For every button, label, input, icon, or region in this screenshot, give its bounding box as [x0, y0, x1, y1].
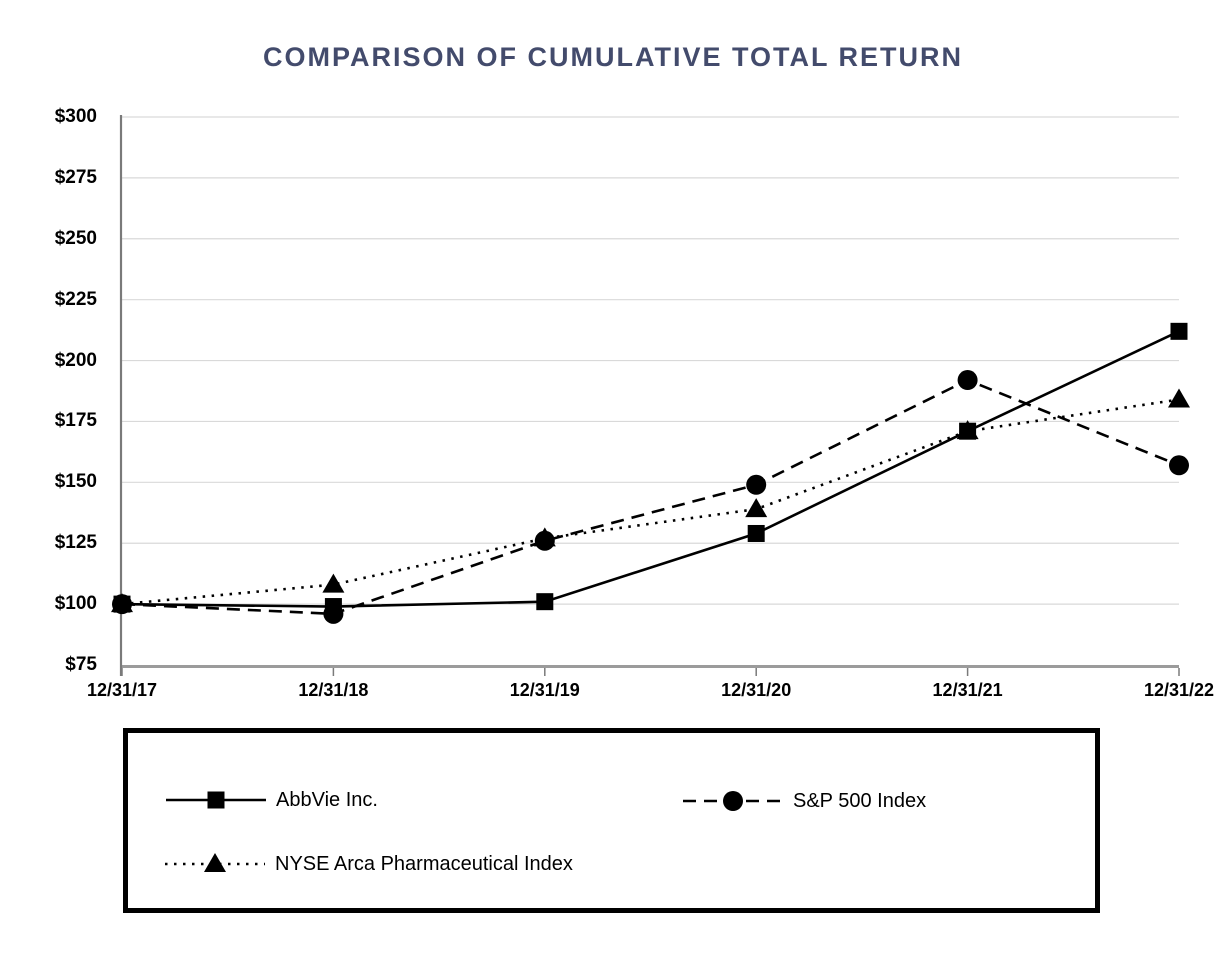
data-point-marker-square — [959, 422, 977, 440]
plot-svg — [111, 115, 1190, 676]
data-point-marker-square — [536, 593, 554, 611]
y-axis-tick-label: $100 — [54, 593, 97, 615]
y-axis-tick-label: $125 — [54, 532, 97, 554]
legend-sample-dashed-line — [683, 791, 783, 811]
y-axis-tick-label: $75 — [65, 654, 97, 675]
y-axis-tick-label: $275 — [54, 166, 97, 188]
data-point-marker-square — [324, 598, 342, 616]
legend-sample-dotted-line — [165, 853, 265, 872]
data-point-marker-triangle — [322, 573, 345, 593]
y-axis-tick-label: $250 — [54, 227, 97, 249]
legend-item-abbvie-inc: AbbVie Inc. — [166, 788, 378, 812]
data-point-marker-circle — [957, 370, 978, 391]
data-point-marker-circle — [534, 530, 555, 551]
legend-item-s-p-500-index: S&P 500 Index — [683, 789, 926, 813]
x-axis-tick-label: 12/31/21 — [932, 680, 1003, 700]
legend-label: S&P 500 Index — [793, 789, 927, 812]
series-line-nyse-arca-pharmaceutical-index — [121, 398, 1180, 606]
x-axis-tick-label: 12/31/19 — [509, 680, 580, 700]
data-point-marker-square — [113, 595, 131, 613]
x-axis-tick-label: 12/31/18 — [298, 680, 369, 700]
data-point-marker-circle — [746, 474, 767, 495]
data-point-marker-square — [1170, 322, 1188, 340]
x-axis-tick-label: 12/31/17 — [86, 680, 158, 700]
x-axis-tick-label: 12/31/22 — [1143, 680, 1215, 700]
x-axis-tick-label: 12/31/20 — [721, 680, 792, 700]
legend-label: AbbVie Inc. — [276, 788, 378, 811]
data-point-marker-circle — [1169, 455, 1189, 476]
chart-title: COMPARISON OF CUMULATIVE TOTAL RETURN — [263, 42, 963, 72]
y-axis-tick-label: $300 — [54, 106, 97, 127]
legend-label: NYSE Arca Pharmaceutical Index — [275, 852, 573, 875]
series-line-s-p-500-index — [121, 378, 1180, 616]
legend-sample-solid-line — [166, 791, 266, 809]
y-axis-tick-label: $150 — [54, 471, 97, 493]
y-axis-tick-label: $225 — [54, 288, 97, 310]
y-axis-tick-label: $175 — [54, 410, 97, 432]
data-point-marker-triangle — [745, 498, 768, 518]
legend-item-nyse-arca-pharmaceutical-index: NYSE Arca Pharmaceutical Index — [165, 852, 573, 876]
data-point-marker-square — [747, 524, 765, 542]
legend-box: AbbVie Inc. S&P 500 Index NYSE Arca Pharma… — [123, 728, 1100, 913]
series-line-abbvie-inc — [121, 330, 1180, 608]
data-point-marker-triangle — [1168, 388, 1190, 408]
y-axis-tick-label: $200 — [54, 349, 97, 371]
